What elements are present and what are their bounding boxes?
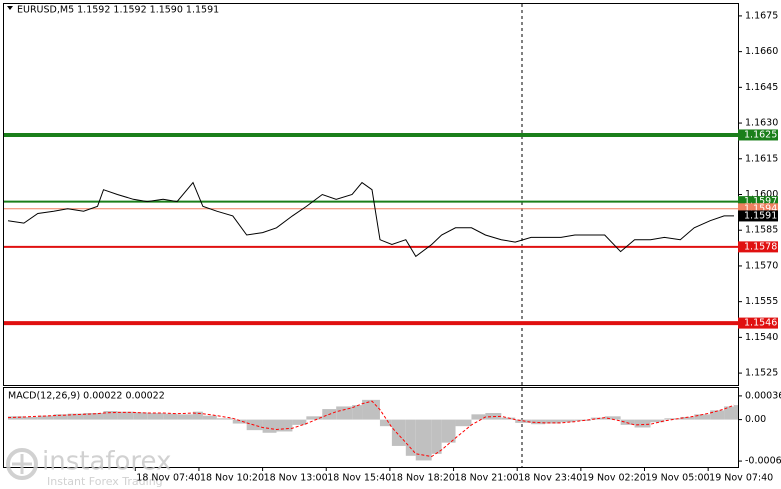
macd-bar [634,419,651,428]
x-tick-label: 18 Nov 10:20 [200,473,264,484]
y-tick-label: 1.1585 [745,225,778,236]
last-price-label: 1.1591 [744,210,777,221]
y-tick-label: 1.1540 [745,332,778,343]
macd-bar [147,413,164,420]
y-tick-label: 1.1570 [745,260,778,271]
macd-bar [163,413,178,420]
macd-bar [371,399,380,420]
macd-bar [694,414,711,420]
macd-bar [352,405,363,420]
price-label-box [738,203,778,215]
macd-bar [471,414,486,420]
macd-bar [133,412,148,420]
macd-bar [405,419,416,456]
macd-bar [7,416,24,420]
watermark-logo-cross [12,454,32,474]
price-label: 1.1625 [744,129,777,140]
macd-bar [246,419,263,431]
macd-bar [724,406,735,420]
macd-bar [650,419,665,423]
y-tick-label: 0.00 [745,414,766,425]
macd-bar [604,416,621,420]
x-tick-label: 19 Nov 02:20 [582,473,646,484]
macd-bar [192,411,203,420]
x-tick-label: 18 Nov 15:40 [327,473,391,484]
x-tick-label: 18 Nov 21:00 [455,473,519,484]
plot-layer [4,15,742,471]
macd-bar [202,415,217,420]
macd-bar [97,413,104,420]
signal-line [7,400,735,458]
price-label: 1.1546 [744,318,777,329]
macd-bar [545,419,561,424]
y-tick-label: 1.1525 [745,368,778,379]
x-tick-label: 19 Nov 05:00 [646,473,710,484]
macd-bar [441,419,456,443]
macd-bar [53,414,68,420]
price-label-box [738,317,778,329]
macd-bar [117,411,134,420]
price-label-box [738,196,778,208]
macd-bar [37,415,54,420]
macd-panel [3,387,739,468]
y-tick-label: 0.00036 [745,390,781,401]
y-tick-label: -0.00063 [745,456,781,467]
macd-bar [664,418,681,420]
x-tick-label: 18 Nov 18:20 [391,473,455,484]
macd-bar [216,418,233,420]
macd-bar [23,416,38,420]
macd-bar [83,413,98,420]
macd-bar [379,419,392,427]
macd-bar [292,419,307,425]
price-line [7,181,734,258]
macd-bar [560,419,575,423]
macd-bar [620,419,635,425]
macd-bar [391,419,406,446]
y-tick-label: 1.1675 [745,10,778,21]
watermark: instaforex Instant Forex Trading [6,447,171,488]
price-label-box [738,129,778,141]
price-label: 1.1594 [744,203,777,214]
macd-bar [455,419,472,427]
macd-bar [362,399,372,420]
watermark-tagline: Instant Forex Trading [47,475,163,488]
macd-bar [336,406,353,420]
y-tick-label: 1.1630 [745,118,778,129]
macd-bar [67,413,84,420]
y-tick-label: 1.1600 [745,189,778,200]
y-tick-label: 1.1555 [745,296,778,307]
y-tick-label: 1.1615 [745,153,778,164]
macd-bar [531,419,546,425]
macd-bar [103,411,118,420]
macd-bar [734,405,738,420]
macd-bar [501,417,516,420]
watermark-brand: instaforex [42,447,171,477]
macd-bar [710,410,725,420]
price-label: 1.1578 [744,241,777,252]
x-tick-label: 18 Nov 23:40 [518,473,582,484]
price-label: 1.1597 [744,196,777,207]
chart-title: EURUSD,M5 1.1592 1.1592 1.1590 1.1591 [17,5,219,16]
macd-bar [680,416,695,420]
macd-title: MACD(12,26,9) 0.00022 0.00022 [8,391,165,402]
watermark-logo [6,448,38,480]
macd-bar [306,416,323,420]
macd-bar [262,419,277,433]
y-tick-label: 1.1660 [745,46,778,57]
y-tick-label: 1.1645 [745,82,778,93]
x-tick-label: 18 Nov 07:40 [136,473,200,484]
last-price-box [738,210,778,222]
macd-bar [276,419,293,432]
x-tick-label: 18 Nov 13:00 [264,473,328,484]
macd-bar [415,419,432,461]
macd-bar [177,414,193,420]
macd-bar [232,419,247,424]
x-tick-label: 19 Nov 07:40 [709,473,773,484]
price-label-box [738,241,778,253]
macd-bar [431,419,442,454]
symbol-arrow [7,6,13,10]
